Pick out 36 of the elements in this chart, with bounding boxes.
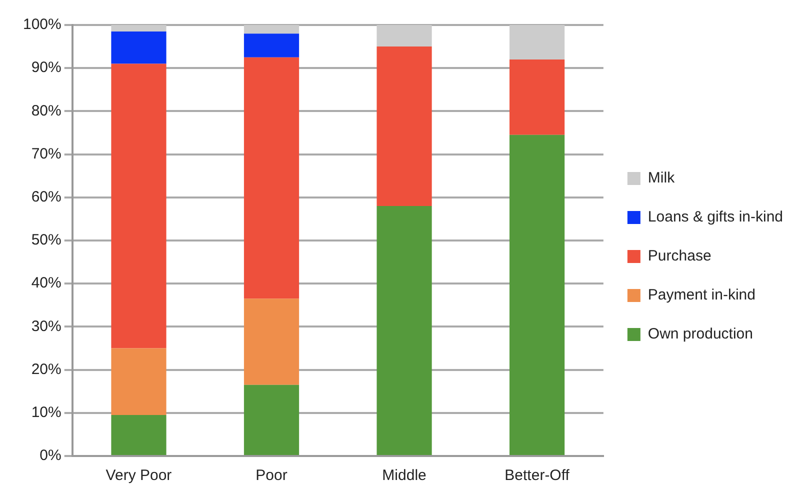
x-tick-label: Very Poor <box>106 467 172 484</box>
legend-label: Own production <box>648 326 753 343</box>
bar <box>509 134 565 455</box>
bar <box>111 415 166 455</box>
y-tick-label: 40% <box>31 274 62 292</box>
y-tick-label: 10% <box>31 404 62 422</box>
legend-label: Payment in-kind <box>648 286 756 304</box>
x-tick-label: Poor <box>256 467 288 484</box>
legend-label: Loans & gifts in-kind <box>648 208 784 226</box>
bar <box>244 34 300 58</box>
y-tick-label: 80% <box>31 102 62 120</box>
y-tick-label: 100% <box>22 16 62 34</box>
y-tick-label: 30% <box>31 318 62 335</box>
x-tick-label: Middle <box>382 467 426 484</box>
y-tick-label: 90% <box>31 59 62 76</box>
bar <box>244 384 300 455</box>
legend-label: Purchase <box>648 248 712 265</box>
bar <box>111 348 166 416</box>
y-tick-label: 50% <box>31 232 62 249</box>
bar <box>244 57 300 299</box>
bar <box>244 298 300 385</box>
legend-label: Milk <box>648 170 676 187</box>
bar <box>376 206 432 455</box>
bar <box>509 59 565 135</box>
x-tick-label: Better-Off <box>504 467 570 484</box>
y-tick-label: 0% <box>40 447 62 464</box>
bar <box>111 25 166 32</box>
bar <box>509 25 565 60</box>
y-tick-label: 60% <box>31 188 62 206</box>
y-tick-label: 70% <box>31 145 62 162</box>
y-tick-label: 20% <box>31 360 62 378</box>
bar <box>111 64 166 348</box>
bar <box>376 46 432 206</box>
bar <box>376 25 432 47</box>
bar <box>111 31 166 64</box>
bar <box>244 25 300 34</box>
